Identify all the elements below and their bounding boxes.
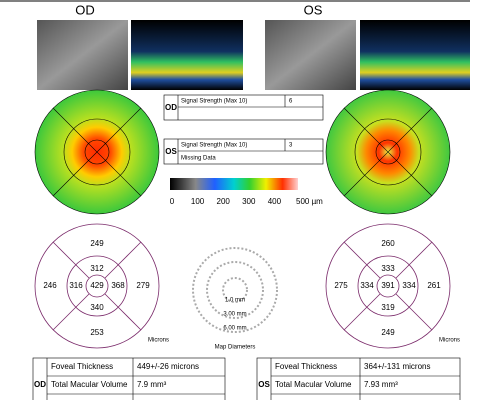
scale-label: 500 µm xyxy=(296,197,323,206)
thickness-value: 334 xyxy=(402,281,416,290)
row-value: 449+/-26 microns xyxy=(137,362,199,371)
eye-label: OS xyxy=(165,147,177,156)
unit-label: Microns xyxy=(439,338,460,344)
thickness-value: 246 xyxy=(43,281,57,290)
signal-value: 6 xyxy=(289,99,293,105)
thickness-map: 249 312 246 316 429 368 279 340 253 Microns xyxy=(34,223,169,349)
row-label: Total Macular Volume xyxy=(51,380,128,389)
heat-map xyxy=(34,89,160,215)
map-diameters: 1.0 mm 3.00 mm 6.00 mm Map Diameters xyxy=(192,247,278,351)
summary-table: OS Foveal Thickness 364+/-131 microns Tota… xyxy=(256,357,461,400)
eye-label: OS xyxy=(258,380,270,389)
scale-label: 400 xyxy=(268,197,282,206)
fundus-image xyxy=(37,20,128,90)
row-label: Foveal Thickness xyxy=(51,362,113,371)
thickness-map: 260 333 275 334 391 334 261 319 249 Microns xyxy=(325,223,460,349)
thickness-value: 249 xyxy=(381,328,395,337)
thickness-value: 312 xyxy=(90,264,104,273)
summary-table: OD Foveal Thickness 449+/-26 microns Total… xyxy=(32,357,226,400)
eye-label: OD xyxy=(165,103,177,112)
thickness-value: 429 xyxy=(90,281,104,290)
row-value: 7.9 mm³ xyxy=(137,380,167,389)
eye-header: OD xyxy=(75,2,95,17)
scale-labels: 0 100 200 300 400 500 µm xyxy=(170,197,323,206)
row-label: Total Macular Volume xyxy=(275,380,352,389)
thickness-value: 391 xyxy=(381,281,395,290)
scale-label: 100 xyxy=(191,197,205,206)
thickness-value: 316 xyxy=(69,281,83,290)
diameter-label: 1.0 mm xyxy=(225,298,245,304)
signal-value: 3 xyxy=(289,143,293,149)
thickness-value: 260 xyxy=(381,239,395,248)
heat-map xyxy=(325,89,451,215)
scale-label: 0 xyxy=(170,197,175,206)
signal-label: Signal Strength (Max 10) xyxy=(181,143,247,149)
thickness-value: 249 xyxy=(90,239,104,248)
oct-scan xyxy=(360,20,470,90)
row-value: 7.93 mm³ xyxy=(364,380,398,389)
fundus-image xyxy=(265,20,356,90)
thickness-value: 275 xyxy=(334,281,348,290)
signal-note: Missing Data xyxy=(181,156,216,162)
thickness-value: 279 xyxy=(136,281,150,290)
thickness-value: 319 xyxy=(381,303,395,312)
thickness-value: 334 xyxy=(360,281,374,290)
eye-header: OS xyxy=(304,2,323,17)
signal-box: OS Signal Strength (Max 10) 3 Missing Da… xyxy=(163,138,324,165)
color-scale xyxy=(170,178,298,190)
scale-label: 200 xyxy=(217,197,231,206)
signal-box: OD Signal Strength (Max 10) 6 xyxy=(163,94,324,121)
unit-label: Microns xyxy=(148,338,169,344)
thickness-value: 340 xyxy=(90,303,104,312)
row-value: 364+/-131 microns xyxy=(364,362,430,371)
diameter-label: 3.00 mm xyxy=(223,312,246,318)
row-label: Foveal Thickness xyxy=(275,362,337,371)
scale-label: 300 xyxy=(242,197,256,206)
signal-label: Signal Strength (Max 10) xyxy=(181,99,247,105)
thickness-value: 368 xyxy=(111,281,125,290)
eye-label: OD xyxy=(34,380,46,389)
thickness-value: 261 xyxy=(427,281,441,290)
diameter-label: 6.00 mm xyxy=(223,326,246,332)
diameter-title: Map Diameters xyxy=(215,345,256,351)
oct-scan xyxy=(131,20,243,90)
thickness-value: 333 xyxy=(381,264,395,273)
thickness-value: 253 xyxy=(90,328,104,337)
